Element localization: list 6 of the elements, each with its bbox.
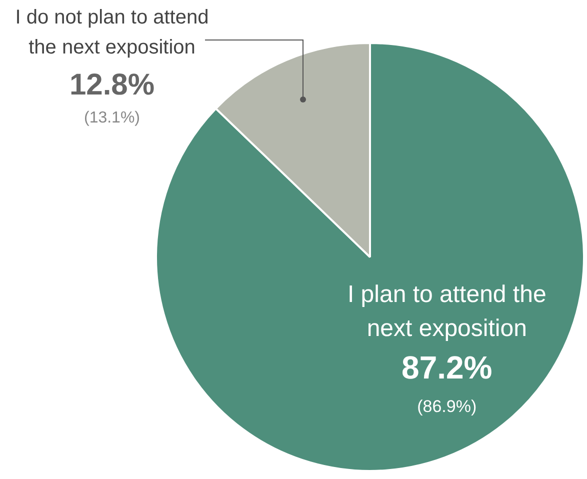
- slice-label: I plan to attend the next exposition: [347, 281, 546, 342]
- data-label: 87.2%: [402, 349, 492, 386]
- text: (13.1%): [84, 109, 140, 126]
- slice-label: I do not plan to attend the next exposition: [15, 6, 209, 59]
- data-label: 12.8%: [69, 68, 155, 102]
- text: (86.9%): [417, 397, 477, 416]
